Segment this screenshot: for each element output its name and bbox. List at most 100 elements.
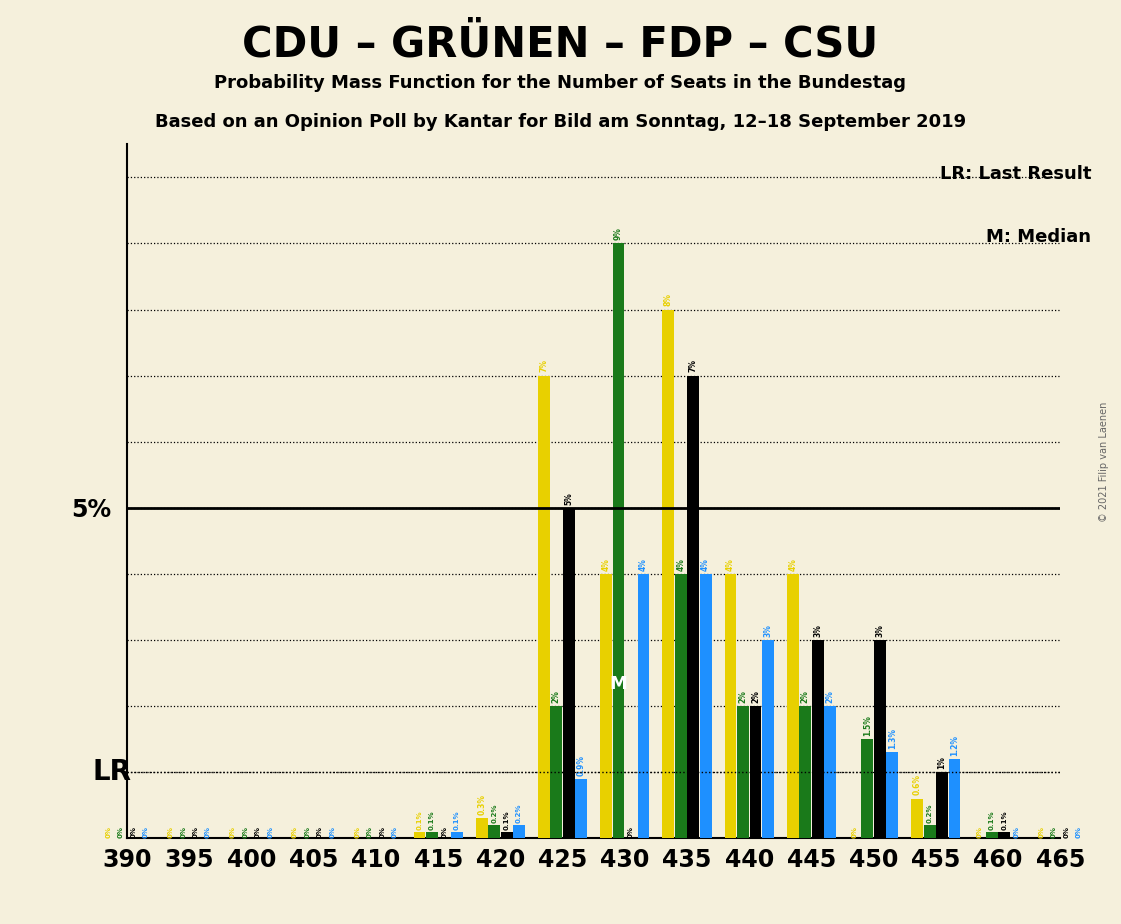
Text: 0%: 0% — [118, 826, 124, 838]
Text: 7%: 7% — [539, 359, 548, 372]
Bar — [475, 819, 488, 838]
Text: 2%: 2% — [739, 690, 748, 703]
Text: M: Median: M: Median — [986, 227, 1092, 246]
Text: 4%: 4% — [788, 558, 797, 571]
Text: 1.5%: 1.5% — [863, 715, 872, 736]
Bar — [787, 574, 798, 838]
Bar — [824, 706, 836, 838]
Text: LR: Last Result: LR: Last Result — [939, 165, 1092, 183]
Text: 0.1%: 0.1% — [1001, 810, 1008, 830]
Bar — [675, 574, 687, 838]
Text: 2%: 2% — [751, 690, 760, 703]
Text: 0%: 0% — [1038, 826, 1045, 838]
Text: 0%: 0% — [367, 826, 373, 838]
Bar — [638, 574, 649, 838]
Text: LR: LR — [93, 759, 132, 786]
Bar — [538, 376, 549, 838]
Text: 0.1%: 0.1% — [989, 810, 994, 830]
Text: 0%: 0% — [242, 826, 249, 838]
Text: 0%: 0% — [230, 826, 235, 838]
Text: 0%: 0% — [1064, 826, 1069, 838]
Bar — [874, 640, 886, 838]
Bar — [426, 832, 438, 838]
Text: 0%: 0% — [180, 826, 186, 838]
Bar — [861, 739, 873, 838]
Bar — [724, 574, 736, 838]
Bar — [613, 244, 624, 838]
Bar — [550, 706, 563, 838]
Text: 0.1%: 0.1% — [429, 810, 435, 830]
Bar — [489, 825, 500, 838]
Text: 0%: 0% — [130, 826, 137, 838]
Text: 4%: 4% — [701, 558, 711, 571]
Text: 4%: 4% — [639, 558, 648, 571]
Text: 0%: 0% — [354, 826, 360, 838]
Text: 7%: 7% — [688, 359, 697, 372]
Text: 0%: 0% — [168, 826, 174, 838]
Text: 0%: 0% — [391, 826, 398, 838]
Text: 5%: 5% — [564, 492, 573, 505]
Text: Probability Mass Function for the Number of Seats in the Bundestag: Probability Mass Function for the Number… — [214, 74, 907, 91]
Bar — [414, 832, 426, 838]
Text: 4%: 4% — [676, 558, 685, 571]
Bar — [451, 832, 463, 838]
Text: 0%: 0% — [1051, 826, 1057, 838]
Text: 0%: 0% — [442, 826, 447, 838]
Text: 8%: 8% — [664, 293, 673, 306]
Text: 0.2%: 0.2% — [516, 804, 522, 823]
Text: 0.2%: 0.2% — [927, 804, 933, 823]
Text: 0.2%: 0.2% — [491, 804, 497, 823]
Text: M: M — [610, 675, 628, 693]
Bar — [600, 574, 612, 838]
Bar — [750, 706, 761, 838]
Text: 0%: 0% — [852, 826, 858, 838]
Text: 0.1%: 0.1% — [454, 810, 460, 830]
Text: 0%: 0% — [142, 826, 149, 838]
Bar — [501, 832, 512, 838]
Text: 3%: 3% — [763, 624, 772, 637]
Text: 0.6%: 0.6% — [912, 774, 921, 796]
Text: 0%: 0% — [267, 826, 274, 838]
Text: 0%: 0% — [976, 826, 982, 838]
Text: 0%: 0% — [379, 826, 386, 838]
Text: 2%: 2% — [552, 690, 560, 703]
Text: 0%: 0% — [1076, 826, 1082, 838]
Text: 0%: 0% — [193, 826, 198, 838]
Text: 0%: 0% — [293, 826, 298, 838]
Text: 2%: 2% — [800, 690, 809, 703]
Text: 2%: 2% — [825, 690, 834, 703]
Bar — [799, 706, 812, 838]
Text: © 2021 Filip van Laenen: © 2021 Filip van Laenen — [1100, 402, 1109, 522]
Text: 0%: 0% — [105, 826, 111, 838]
Text: 4%: 4% — [602, 558, 611, 571]
Bar — [999, 832, 1010, 838]
Bar — [936, 772, 948, 838]
Text: 0%: 0% — [1013, 826, 1020, 838]
Bar — [663, 310, 674, 838]
Text: 3%: 3% — [876, 624, 884, 637]
Text: Based on an Opinion Poll by Kantar for Bild am Sonntag, 12–18 September 2019: Based on an Opinion Poll by Kantar for B… — [155, 113, 966, 130]
Bar — [762, 640, 773, 838]
Text: 0%: 0% — [254, 826, 261, 838]
Bar — [985, 832, 998, 838]
Text: 0.3%: 0.3% — [478, 795, 487, 815]
Text: 0%: 0% — [305, 826, 311, 838]
Text: 0%: 0% — [205, 826, 211, 838]
Bar — [911, 798, 923, 838]
Text: 1%: 1% — [937, 756, 946, 769]
Text: 1.2%: 1.2% — [949, 735, 958, 756]
Text: 0%: 0% — [628, 826, 634, 838]
Bar — [887, 752, 898, 838]
Text: 4%: 4% — [726, 558, 735, 571]
Bar — [738, 706, 749, 838]
Bar — [700, 574, 712, 838]
Bar — [563, 508, 575, 838]
Text: 0%: 0% — [317, 826, 323, 838]
Text: 1.3%: 1.3% — [888, 728, 897, 749]
Bar — [948, 759, 961, 838]
Bar — [687, 376, 700, 838]
Text: 9%: 9% — [614, 227, 623, 240]
Text: 0%: 0% — [330, 826, 335, 838]
Text: 0.1%: 0.1% — [417, 810, 423, 830]
Bar — [812, 640, 824, 838]
